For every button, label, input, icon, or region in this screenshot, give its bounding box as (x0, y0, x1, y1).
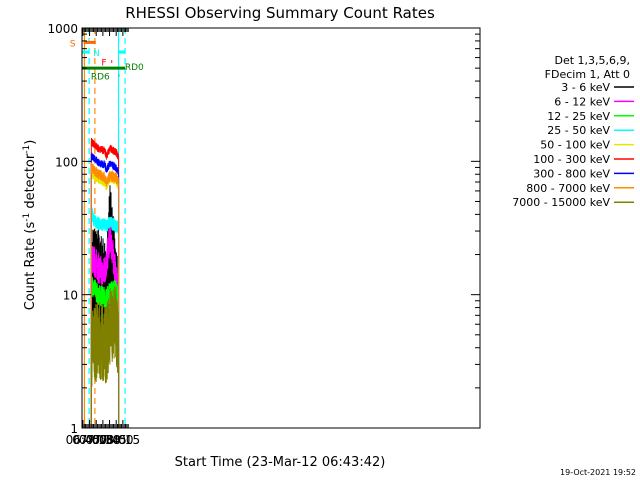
legend-label-0: 3 - 6 keV (561, 81, 610, 94)
y-label-rest: detector (23, 153, 38, 213)
x-tick-label-5: 08:00 (99, 433, 134, 447)
flag-label-f-3: F (101, 59, 106, 69)
legend-header-0: Det 1,3,5,6,9, (554, 54, 630, 67)
footer-timestamp: 19-Oct-2021 19:52 (560, 468, 636, 477)
x-tick-label-3: 07:30 (86, 433, 121, 447)
x-tick-label-1: 07:00 (72, 433, 107, 447)
y-tick-label-0: 1 (70, 422, 78, 436)
legend-label-3: 25 - 50 keV (547, 124, 610, 137)
flag-label-rd6-5: RD6 (91, 73, 110, 83)
chart-title: RHESSI Observing Summary Count Rates (125, 4, 435, 22)
legend-label-4: 50 - 100 keV (540, 139, 610, 152)
series-line-7 (90, 161, 120, 428)
x-tick-label-2: 07:15 (79, 433, 114, 447)
legend-label-8: 7000 - 15000 keV (512, 196, 610, 209)
flag-label-n-1: N (93, 49, 100, 59)
x-tick-label-6: 08:15 (106, 433, 141, 447)
x-tick-label-0: 06:45 (66, 433, 101, 447)
y-tick-label-3: 1000 (47, 22, 78, 36)
y-label-end: ) (23, 140, 38, 145)
y-axis-label: Count Rate (s-1 detector-1) (22, 140, 38, 311)
series-line-6 (90, 152, 120, 428)
svg-text:Count Rate (s-1 detector-1): Count Rate (s-1 detector-1) (22, 140, 38, 311)
series-line-5 (90, 138, 120, 428)
x-tick-label-4: 07:45 (92, 433, 127, 447)
y-label-sup-2: -1 (22, 145, 32, 154)
y-tick-label-2: 100 (55, 155, 78, 169)
x-axis-label: Start Time (23-Mar-12 06:43:42) (175, 455, 386, 470)
legend-label-1: 6 - 12 keV (554, 95, 610, 108)
legend-label-2: 12 - 25 keV (547, 110, 610, 123)
flag-label-s-0: S (70, 39, 76, 49)
legend-label-7: 800 - 7000 keV (526, 182, 610, 195)
flag-label-rd0-4: RD0 (125, 63, 144, 73)
series-line-8 (90, 286, 120, 428)
y-label-sup: -1 (22, 213, 32, 222)
y-tick-label-1: 10 (63, 289, 78, 303)
y-label-main: Count Rate (s (23, 222, 38, 311)
legend-header-1: FDecim 1, Att 0 (545, 68, 630, 81)
series-line-3 (90, 206, 120, 428)
plot-frame (81, 27, 481, 429)
series-line-1 (90, 222, 120, 428)
legend-label-6: 300 - 800 keV (533, 167, 610, 180)
legend-label-5: 100 - 300 keV (533, 153, 610, 166)
